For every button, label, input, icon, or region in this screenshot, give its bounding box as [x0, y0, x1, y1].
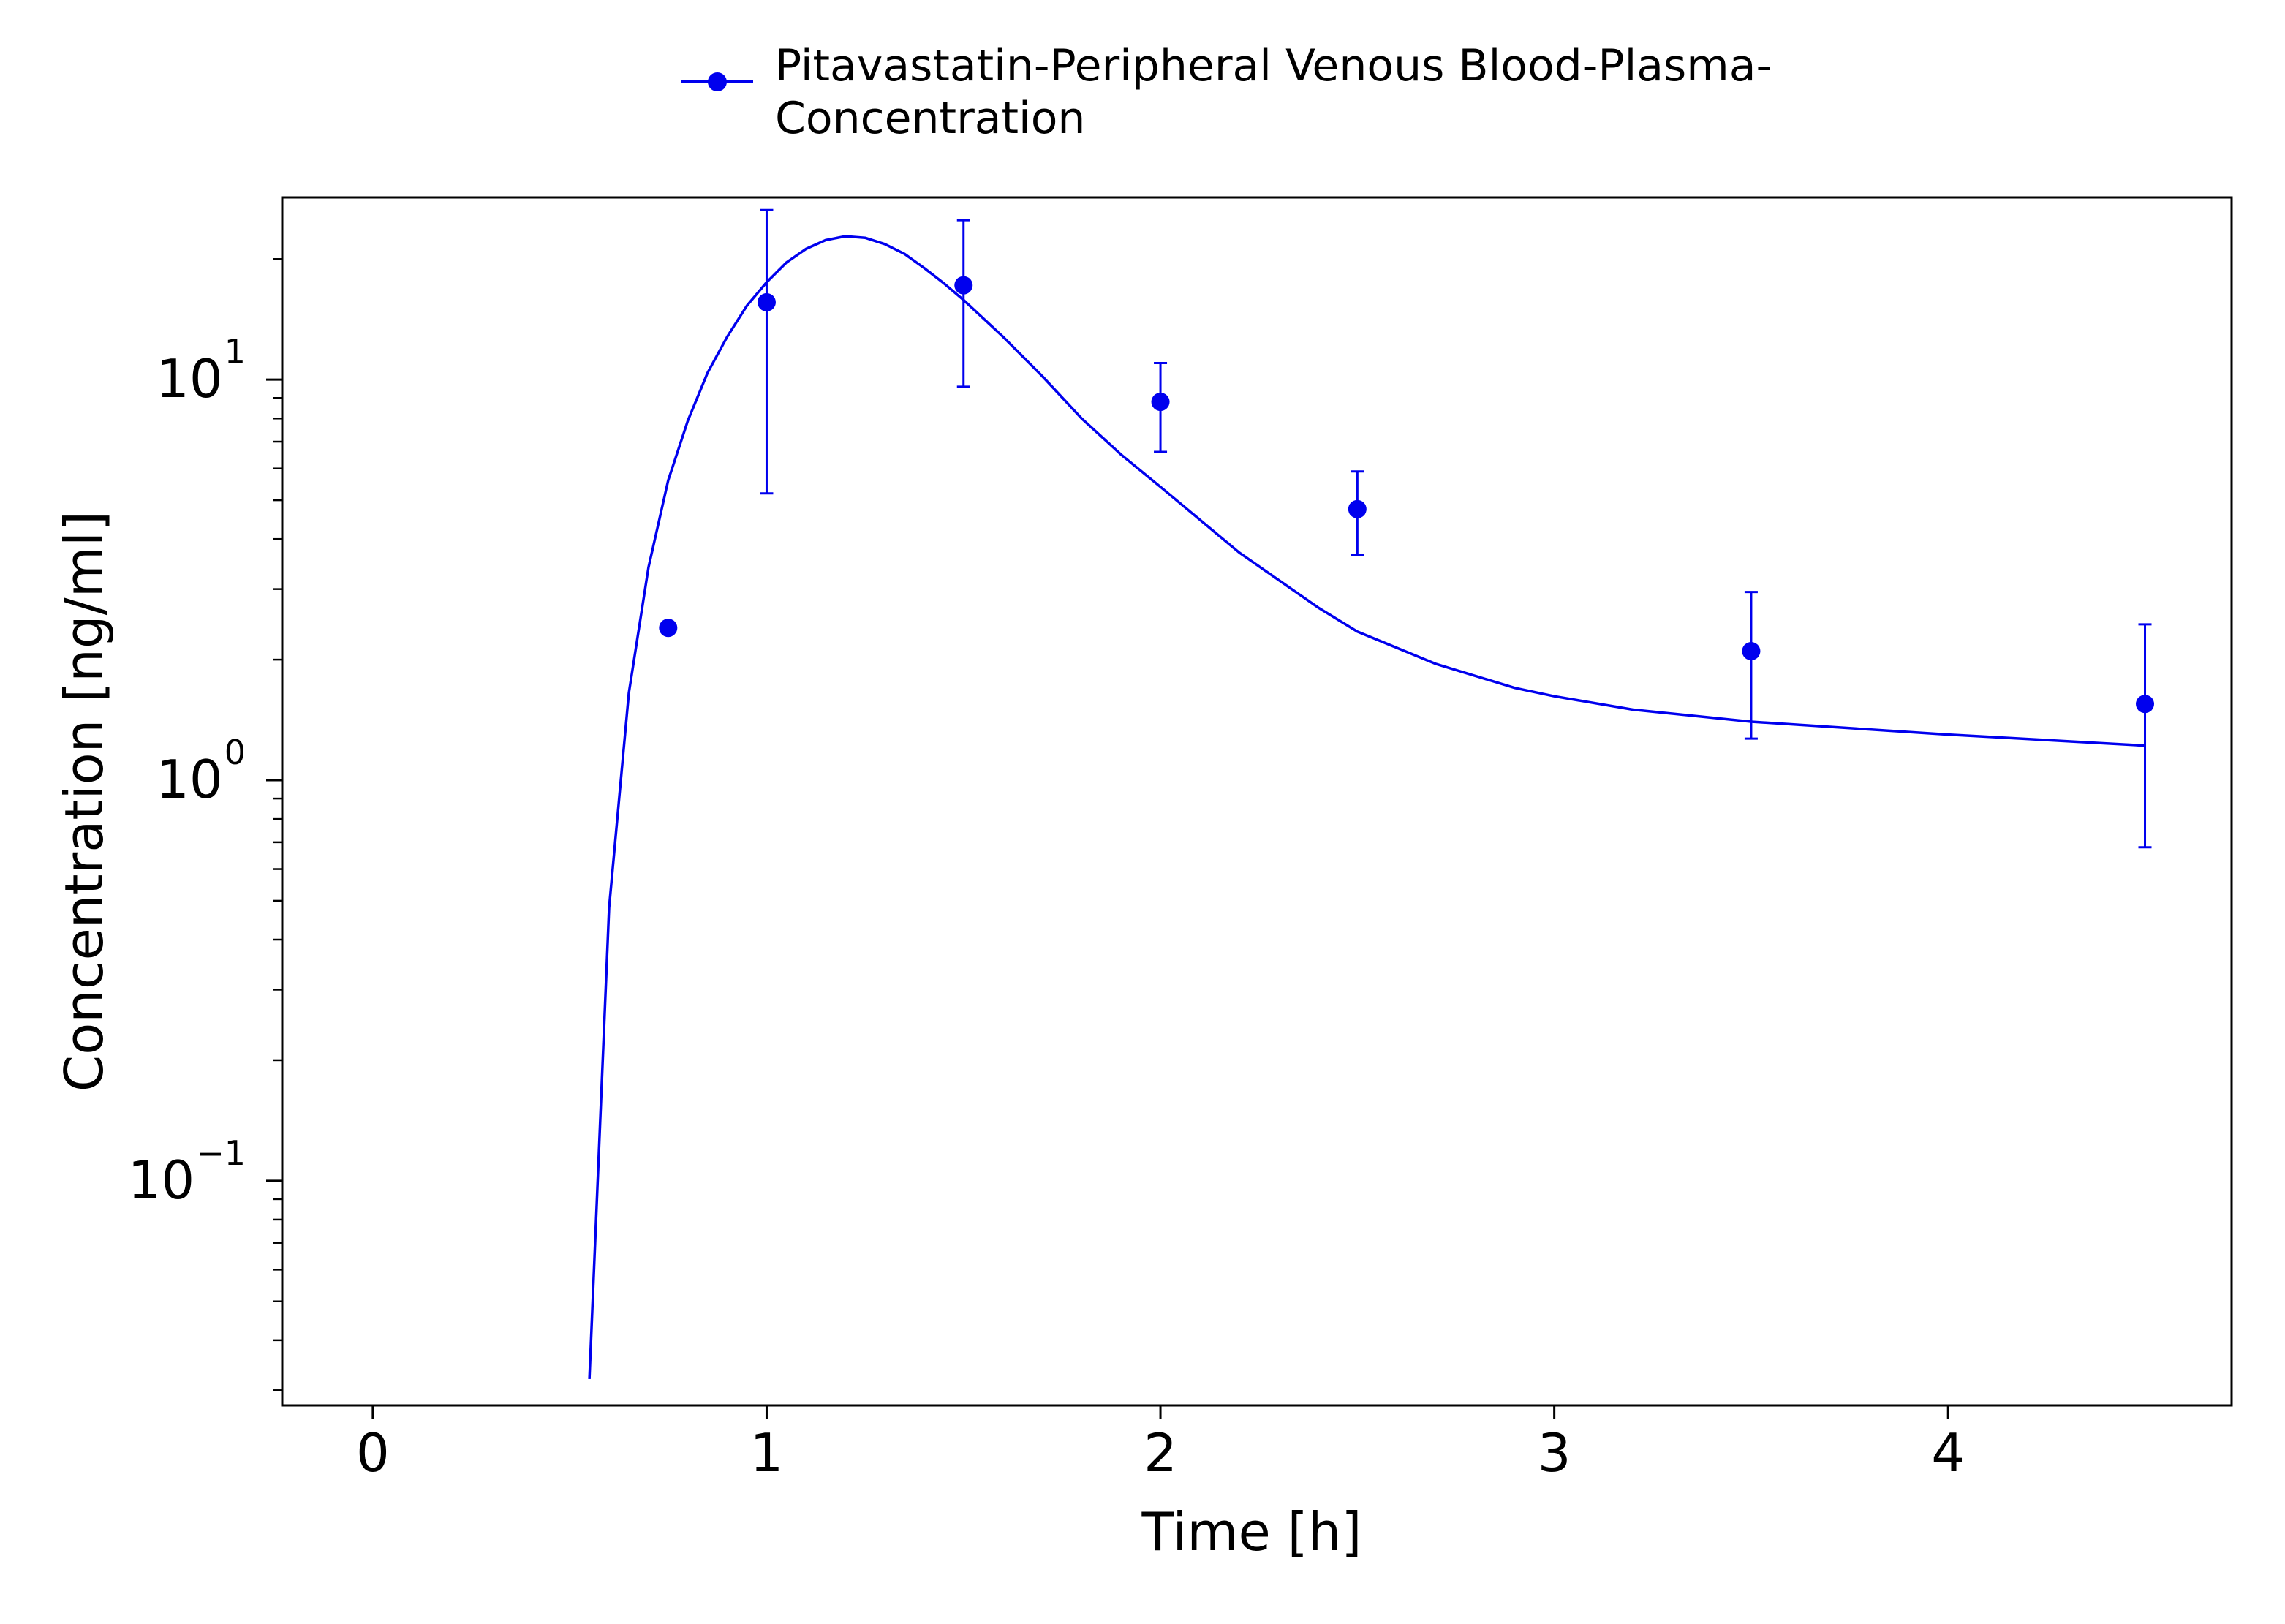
observed-point	[2136, 695, 2155, 714]
x-tick-label: 4	[1931, 1422, 1965, 1484]
y-tick-label: 010	[156, 733, 246, 810]
y-tick-base: 10	[156, 348, 223, 409]
simulation-layer	[588, 235, 2145, 1379]
x-tick-label: 2	[1144, 1422, 1177, 1484]
observed-point	[1742, 641, 1761, 660]
y-tick-exponent: −1	[196, 1133, 246, 1173]
plot-frame	[281, 196, 2233, 1407]
observed-point	[1151, 393, 1170, 412]
x-axis: 0 1 2 3 4	[356, 1405, 1965, 1484]
error-bar	[956, 219, 970, 388]
x-tick-label: 3	[1538, 1422, 1571, 1484]
simulation-line	[588, 235, 2145, 1379]
x-axis-title: Time [h]	[1141, 1501, 1362, 1563]
observed-layer	[659, 208, 2155, 849]
legend-label-line2: Concentration	[775, 93, 1085, 144]
error-bar	[760, 208, 774, 495]
y-tick-label: 110	[156, 332, 246, 409]
y-tick-label: −110	[128, 1133, 246, 1211]
y-axis-title: Concentration [ng/ml]	[53, 511, 115, 1092]
observed-point	[757, 292, 776, 311]
y-tick-base: 10	[128, 1149, 195, 1211]
error-bar	[2138, 623, 2152, 849]
legend-marker-swatch	[708, 72, 727, 91]
legend: Pitavastatin-Peripheral Venous Blood-Pla…	[681, 40, 1772, 144]
legend-label-line1: Pitavastatin-Peripheral Venous Blood-Pla…	[775, 40, 1772, 91]
observed-point	[954, 276, 973, 295]
y-tick-exponent: 0	[224, 733, 246, 772]
observed-point	[1348, 499, 1367, 518]
error-bar	[1744, 591, 1758, 740]
y-tick-base: 10	[156, 749, 223, 810]
x-tick-label: 1	[750, 1422, 784, 1484]
y-tick-exponent: 1	[224, 332, 246, 371]
x-tick-label: 0	[356, 1422, 390, 1484]
observed-point	[659, 619, 678, 638]
